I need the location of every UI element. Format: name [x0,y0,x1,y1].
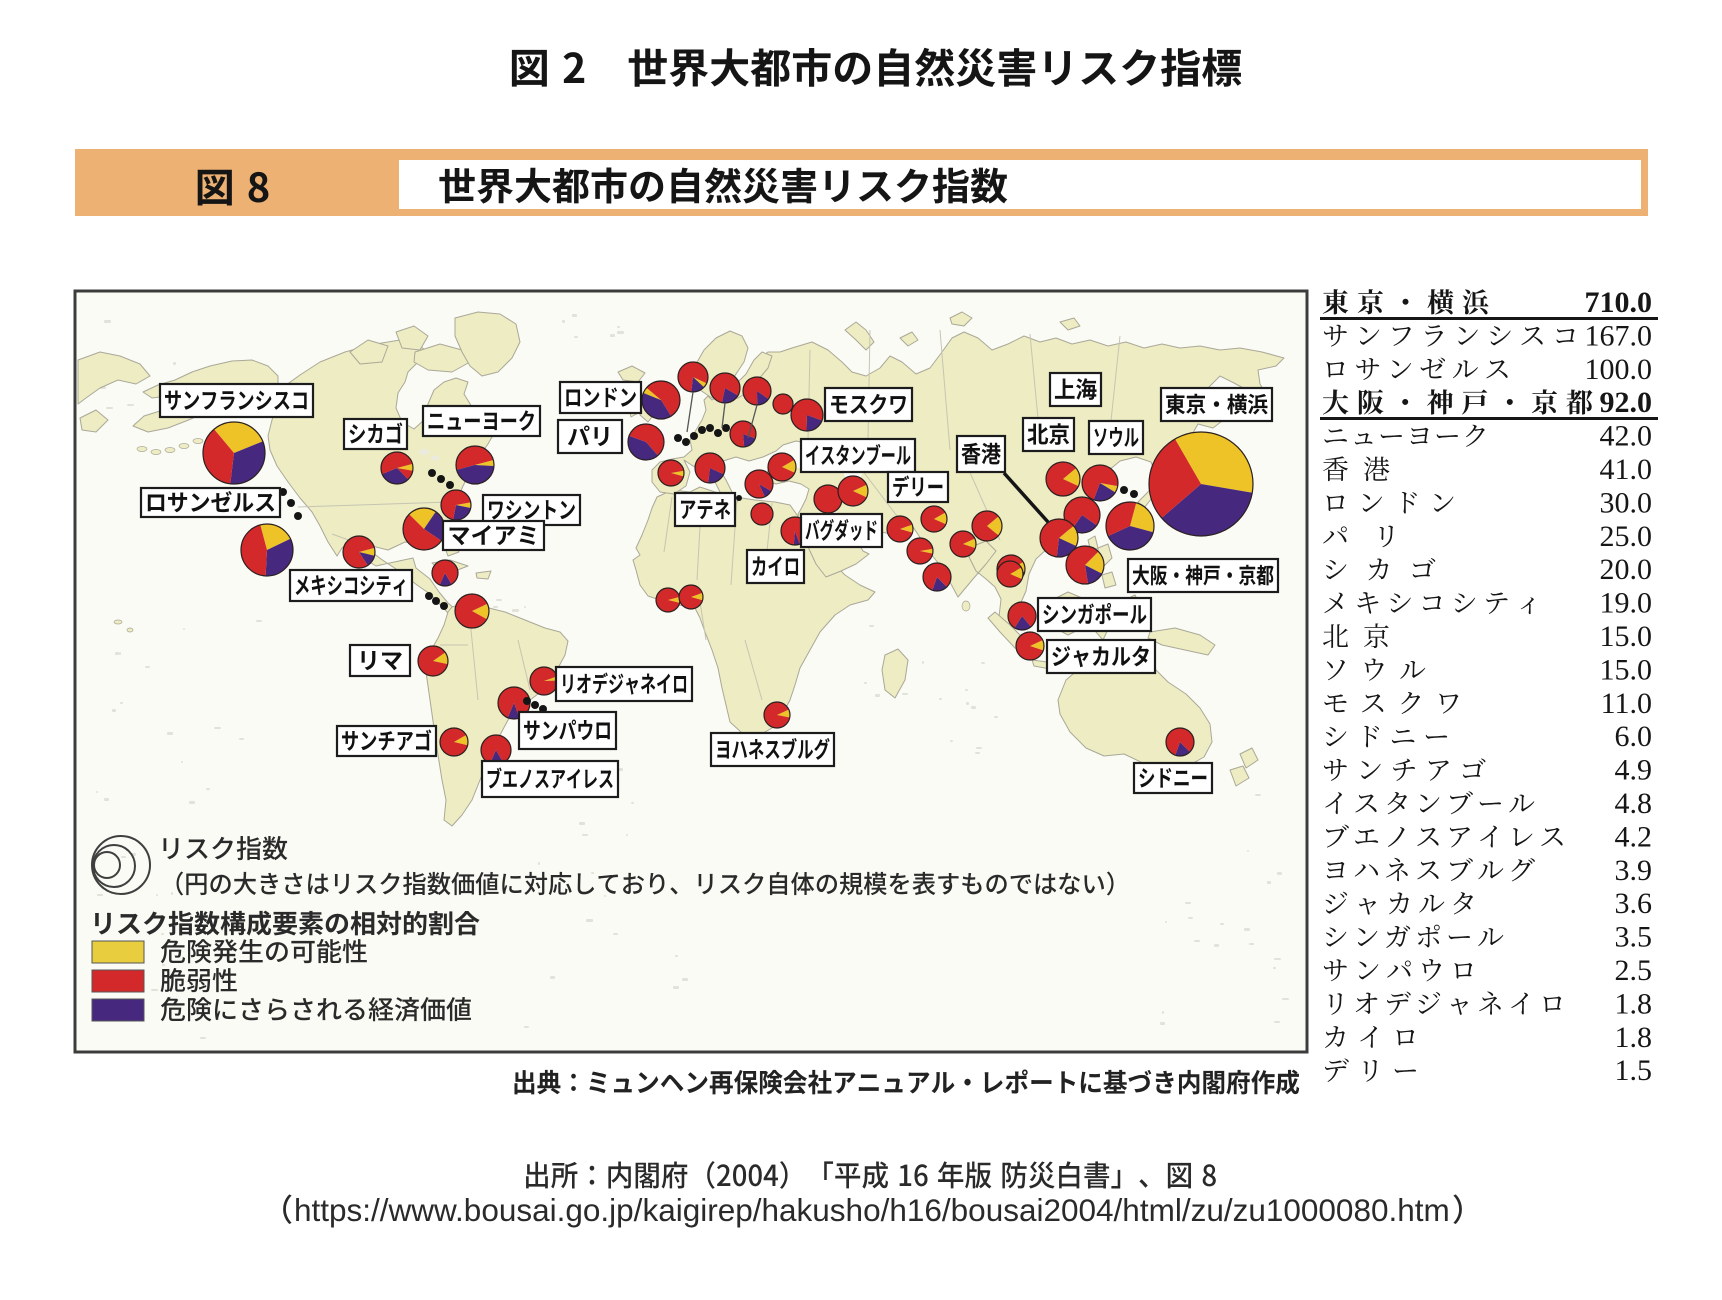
svg-text:6.0: 6.0 [1615,720,1653,753]
svg-text:3.5: 3.5 [1615,921,1653,954]
svg-text:3.6: 3.6 [1615,887,1653,920]
svg-text:15.0: 15.0 [1600,620,1653,653]
svg-text:20.0: 20.0 [1600,553,1653,586]
svg-text:1.8: 1.8 [1615,1021,1653,1054]
svg-text:1.8: 1.8 [1615,987,1653,1020]
svg-text:15.0: 15.0 [1600,653,1653,686]
svg-text:4.2: 4.2 [1615,820,1653,853]
svg-text:92.0: 92.0 [1600,386,1653,419]
svg-text:100.0: 100.0 [1585,353,1653,386]
svg-text:https://www.bousai.go.jp/kaigi: https://www.bousai.go.jp/kaigirep/hakush… [294,1192,1450,1228]
svg-text:1.5: 1.5 [1615,1054,1653,1087]
svg-text:3.9: 3.9 [1615,854,1653,887]
svg-text:710.0: 710.0 [1585,286,1653,319]
svg-text:25.0: 25.0 [1600,520,1653,553]
svg-text:19.0: 19.0 [1600,587,1653,620]
svg-text:30.0: 30.0 [1600,486,1653,519]
svg-text:4.8: 4.8 [1615,787,1653,820]
svg-text:2.5: 2.5 [1615,954,1653,987]
svg-text:167.0: 167.0 [1585,319,1653,352]
svg-text:11.0: 11.0 [1601,687,1652,720]
svg-text:41.0: 41.0 [1600,453,1653,486]
svg-text:42.0: 42.0 [1600,420,1653,453]
svg-text:4.9: 4.9 [1615,754,1653,787]
